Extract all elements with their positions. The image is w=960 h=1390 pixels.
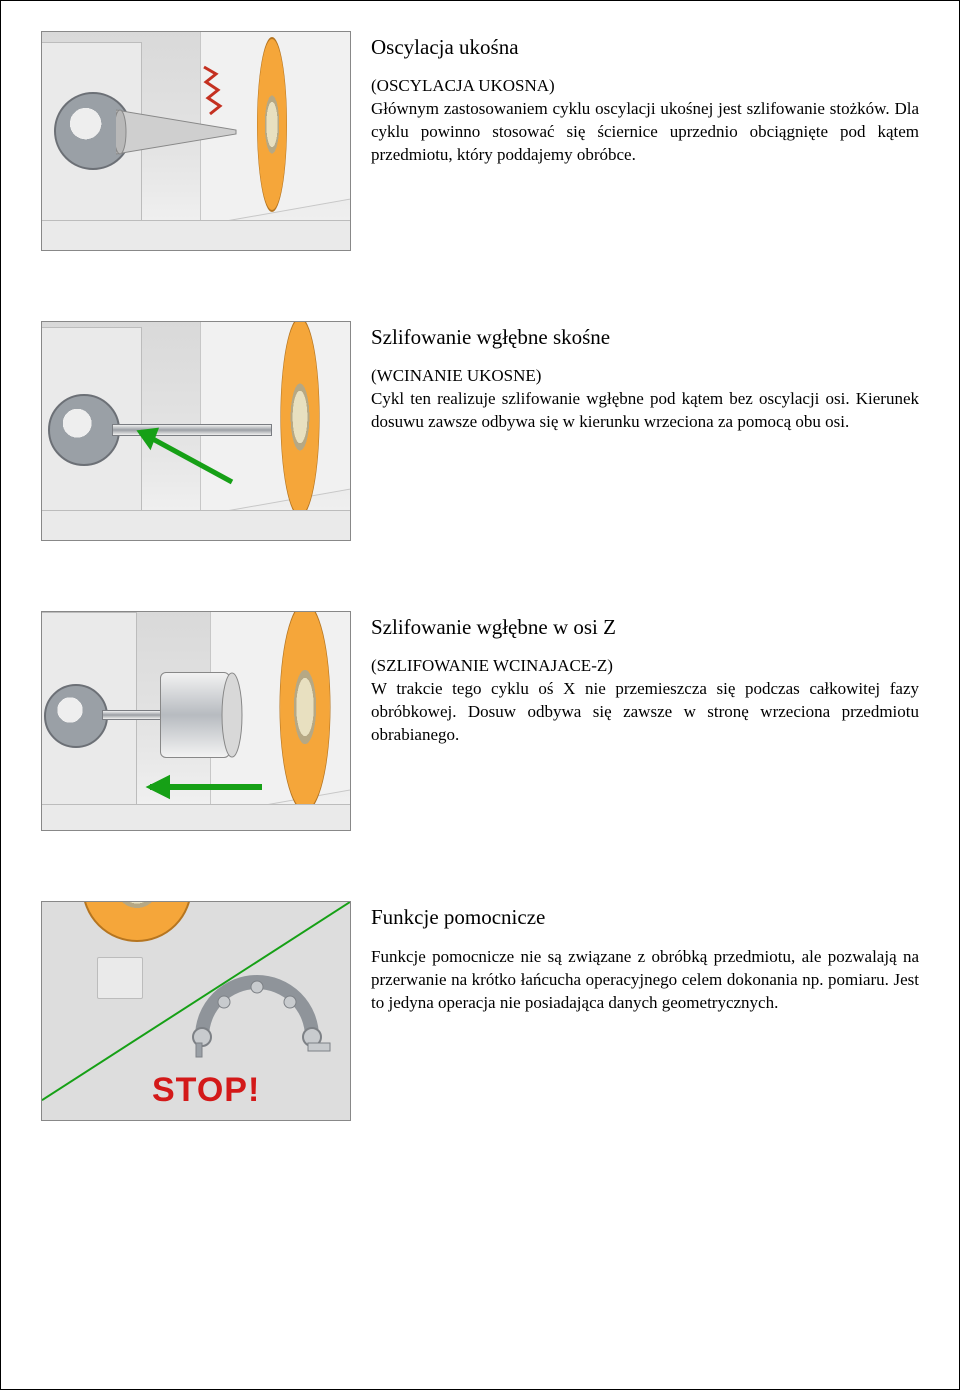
section-funkcje-pomocnicze: STOP! Funkcje pomocnicze Funkcje pomocni… [41, 901, 919, 1121]
stop-label: STOP! [152, 1071, 260, 1110]
section-wcinanie-ukosne: Szlifowanie wgłębne skośne (WCINANIE UKO… [41, 321, 919, 541]
illustration-wcinanie-ukosne [41, 321, 351, 541]
section-body: Cykl ten realizuje szlifowanie wgłębne p… [371, 388, 919, 434]
section-title: Szlifowanie wgłębne skośne [371, 325, 919, 350]
section-body: Głównym zastosowaniem cyklu oscylacji uk… [371, 98, 919, 167]
text-block: Szlifowanie wgłębne skośne (WCINANIE UKO… [371, 321, 919, 434]
illustration-funkcje-pomocnicze: STOP! [41, 901, 351, 1121]
section-wcinajace-z: Szlifowanie wgłębne w osi Z (SZLIFOWANIE… [41, 611, 919, 831]
section-body: W trakcie tego cyklu oś X nie przemieszc… [371, 678, 919, 747]
text-block: Oscylacja ukośna (OSCYLACJA UKOSNA) Głów… [371, 31, 919, 167]
illustration-oscylacja-ukosna [41, 31, 351, 251]
section-code: (SZLIFOWANIE WCINAJACE-Z) [371, 656, 919, 676]
section-body: Funkcje pomocnicze nie są związane z obr… [371, 946, 919, 1015]
section-oscylacja-ukosna: Oscylacja ukośna (OSCYLACJA UKOSNA) Głów… [41, 31, 919, 251]
section-code: (WCINANIE UKOSNE) [371, 366, 919, 386]
section-title: Oscylacja ukośna [371, 35, 919, 60]
section-code: (OSCYLACJA UKOSNA) [371, 76, 919, 96]
text-block: Funkcje pomocnicze Funkcje pomocnicze ni… [371, 901, 919, 1015]
text-block: Szlifowanie wgłębne w osi Z (SZLIFOWANIE… [371, 611, 919, 747]
section-title: Funkcje pomocnicze [371, 905, 919, 930]
document-page: Oscylacja ukośna (OSCYLACJA UKOSNA) Głów… [0, 0, 960, 1390]
illustration-wcinajace-z [41, 611, 351, 831]
section-title: Szlifowanie wgłębne w osi Z [371, 615, 919, 640]
